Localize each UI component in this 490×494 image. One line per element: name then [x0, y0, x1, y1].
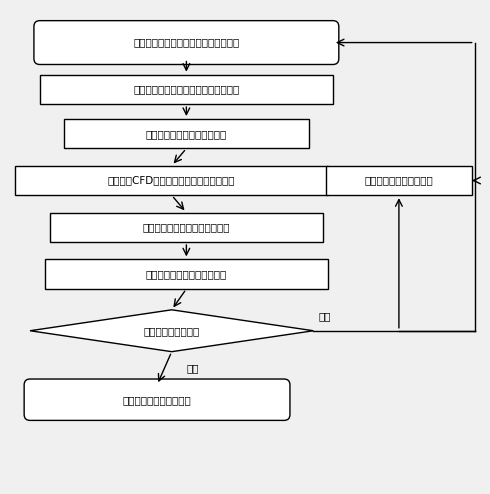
- FancyBboxPatch shape: [49, 212, 323, 242]
- FancyBboxPatch shape: [45, 259, 328, 289]
- Text: 进行数値计算，获得计算结果。: 进行数値计算，获得计算结果。: [143, 222, 230, 232]
- Text: 网格导入CFD类计算软件，设置边界条件。: 网格导入CFD类计算软件，设置边界条件。: [108, 175, 236, 186]
- Text: 对抛料系统的实体模型进行三维建模。: 对抛料系统的实体模型进行三维建模。: [133, 38, 240, 47]
- Polygon shape: [30, 310, 314, 352]
- FancyBboxPatch shape: [24, 379, 290, 420]
- Text: 完成抛料系统流道设计。: 完成抛料系统流道设计。: [122, 395, 192, 405]
- Text: 是。: 是。: [186, 363, 199, 373]
- Text: 计算结果后处理与结果分析。: 计算结果后处理与结果分析。: [146, 269, 227, 279]
- FancyBboxPatch shape: [326, 165, 472, 195]
- FancyBboxPatch shape: [34, 21, 339, 65]
- Text: 提取内部流体计算域，删除实体部分。: 提取内部流体计算域，删除实体部分。: [133, 84, 240, 94]
- FancyBboxPatch shape: [64, 119, 309, 149]
- Text: 否。: 否。: [318, 311, 331, 321]
- Text: 是否满足设计要求。: 是否满足设计要求。: [144, 326, 200, 336]
- Text: 对流体域进行混合网格划分。: 对流体域进行混合网格划分。: [146, 129, 227, 139]
- Text: 抛料系统实体模型修改。: 抛料系统实体模型修改。: [365, 175, 433, 186]
- FancyBboxPatch shape: [40, 75, 333, 104]
- FancyBboxPatch shape: [15, 165, 328, 195]
